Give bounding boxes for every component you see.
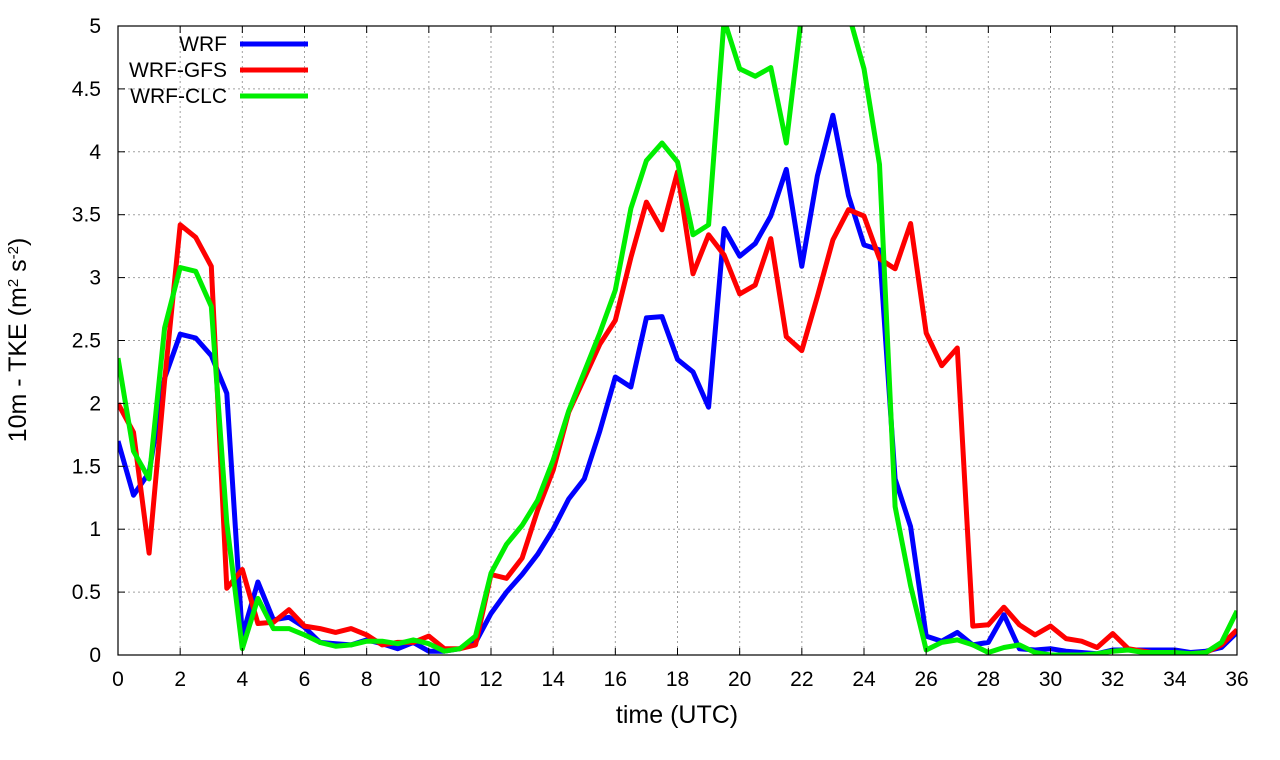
x-tick-label: 36	[1225, 668, 1248, 691]
x-tick-label: 10	[417, 668, 440, 691]
y-tick-label: 1.5	[72, 455, 101, 478]
y-axis-title-main: 10m - TKE (m	[4, 287, 32, 442]
tick-marks	[117, 25, 1238, 656]
y-axis-title-end: )	[4, 238, 32, 246]
y-axis-title-sup-2: -2	[5, 246, 22, 259]
x-tick-label: 0	[112, 668, 124, 691]
x-tick-label: 20	[728, 668, 751, 691]
x-tick-label: 8	[361, 668, 373, 691]
legend-label-wrf: WRF	[179, 33, 227, 56]
y-tick-label: 2	[89, 392, 101, 415]
y-tick-label: 3	[89, 267, 101, 290]
x-tick-label: 28	[977, 668, 1000, 691]
tick-labels: 0 2 4 6 8 10 12 14 16 18 20 22 24 26 28 30 32 34 3600.511.…	[72, 15, 1249, 691]
x-tick-label: 18	[666, 668, 689, 691]
grid	[118, 26, 1237, 655]
x-axis-title: time (UTC)	[616, 701, 738, 729]
y-axis-title-mid: s	[4, 259, 32, 278]
x-tick-label: 4	[236, 668, 248, 691]
y-axis-title: 10m - TKE (m2 s-2)	[4, 238, 32, 443]
y-tick-label: 0.5	[72, 581, 101, 604]
legend: WRF WRF-GFS WRF-CLC	[129, 33, 308, 108]
x-tick-label: 30	[1039, 668, 1062, 691]
x-tick-label: 26	[914, 668, 937, 691]
x-tick-label: 2	[174, 668, 186, 691]
y-tick-label: 4.5	[72, 78, 101, 101]
x-tick-label: 22	[790, 668, 813, 691]
x-tick-label: 24	[852, 668, 876, 691]
y-tick-label: 0	[89, 644, 101, 667]
x-tick-label: 14	[541, 668, 565, 691]
x-tick-label: 32	[1101, 668, 1124, 691]
x-tick-label: 16	[604, 668, 627, 691]
y-axis-title-sup-1: 2	[5, 279, 22, 287]
x-tick-label: 6	[299, 668, 311, 691]
series-line-wrf-clc	[118, 26, 1237, 655]
y-tick-label: 1	[89, 518, 101, 541]
legend-label-wrf-clc: WRF-CLC	[130, 85, 227, 108]
y-tick-label: 5	[89, 15, 101, 38]
x-tick-label: 34	[1163, 668, 1187, 691]
y-tick-label: 4	[89, 141, 101, 164]
y-tick-label: 2.5	[72, 330, 101, 353]
x-tick-label: 12	[479, 668, 502, 691]
legend-label-wrf-gfs: WRF-GFS	[129, 59, 227, 82]
y-tick-label: 3.5	[72, 204, 101, 227]
